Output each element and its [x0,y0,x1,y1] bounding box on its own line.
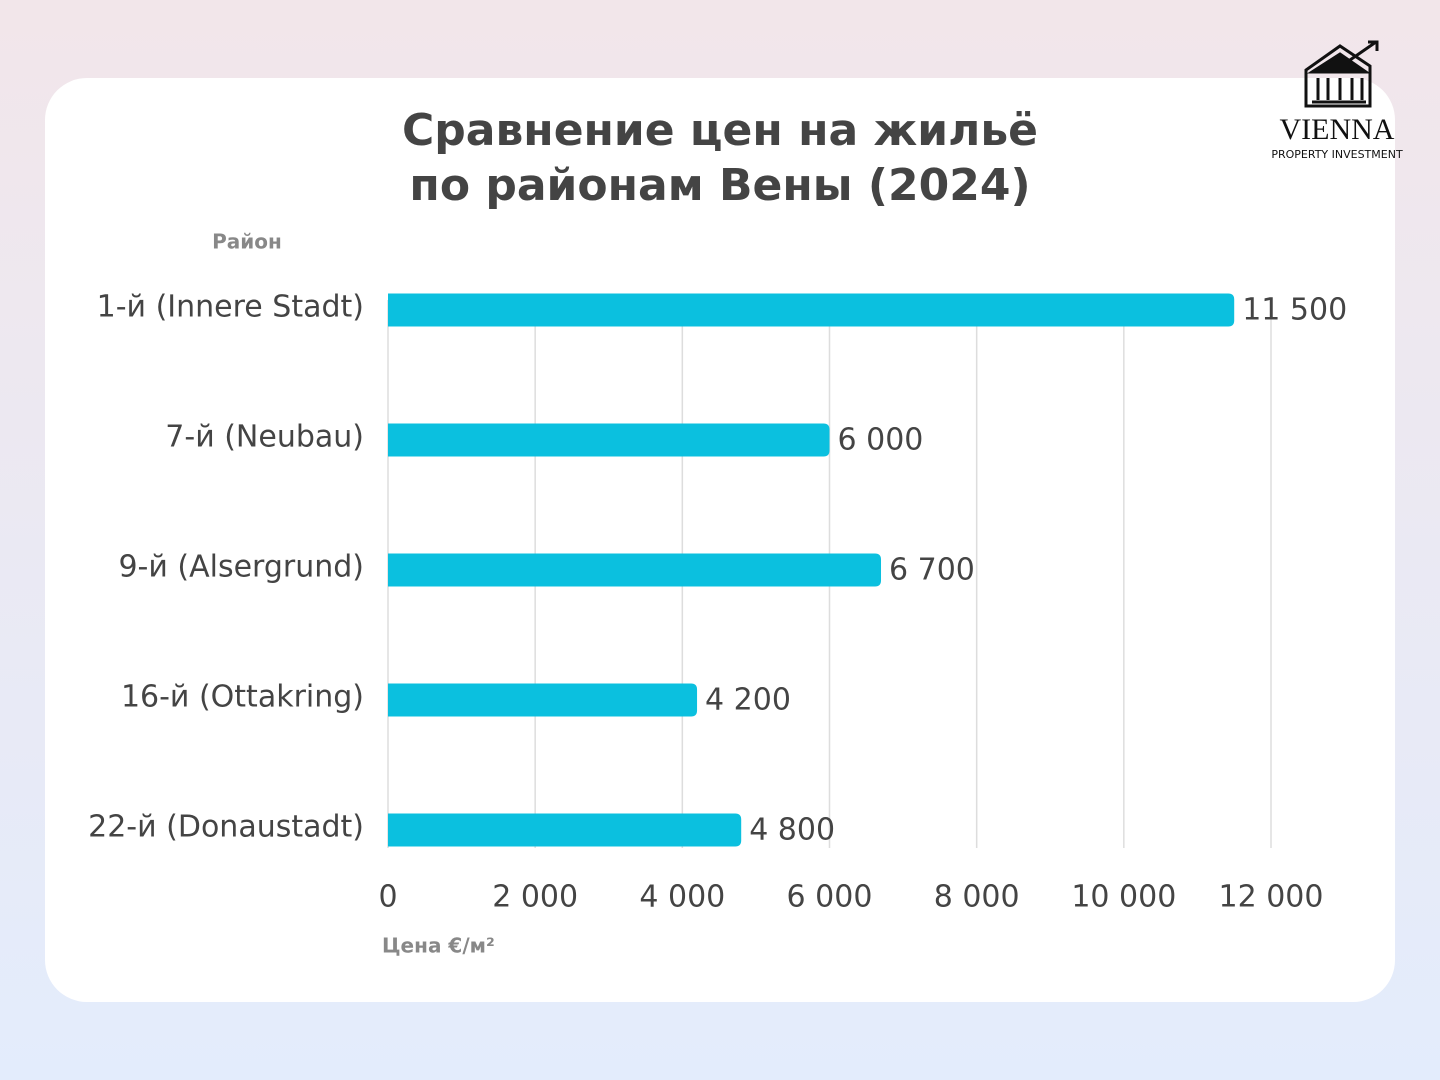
x-tick-label: 6 000 [787,880,873,915]
x-tick-label: 4 000 [639,880,725,915]
value-label: 4 200 [705,683,791,718]
x-tick-label: 10 000 [1071,880,1176,915]
x-tick-label: 8 000 [934,880,1020,915]
y-tick-label: 7-й (Neubau) [165,420,364,455]
bar [388,813,742,847]
value-label: 6 000 [838,423,924,458]
logo-name: VIENNA [1280,113,1395,146]
value-label: 4 800 [749,813,835,848]
logo-icon [1304,40,1379,108]
card [45,78,1395,1002]
chart-title: по районам Вены (2024) [409,160,1030,211]
bar [388,293,1235,327]
chart-title: Сравнение цен на жильё [402,105,1038,156]
bar [388,423,830,457]
bar [388,553,882,587]
y-axis-label: Район [212,230,282,254]
y-tick-label: 1-й (Innere Stadt) [97,290,364,325]
x-tick-label: 2 000 [492,880,578,915]
bar [388,683,698,717]
x-tick-label: 12 000 [1219,880,1324,915]
value-label: 11 500 [1242,293,1347,328]
x-axis-label: Цена €/м² [382,934,495,958]
y-tick-label: 16-й (Ottakring) [121,680,364,715]
y-tick-label: 9-й (Alsergrund) [118,550,364,585]
value-label: 6 700 [889,553,975,588]
logo-tagline: PROPERTY INVESTMENT [1271,148,1403,161]
y-tick-label: 22-й (Donaustadt) [88,810,364,845]
x-tick-label: 0 [378,880,397,915]
